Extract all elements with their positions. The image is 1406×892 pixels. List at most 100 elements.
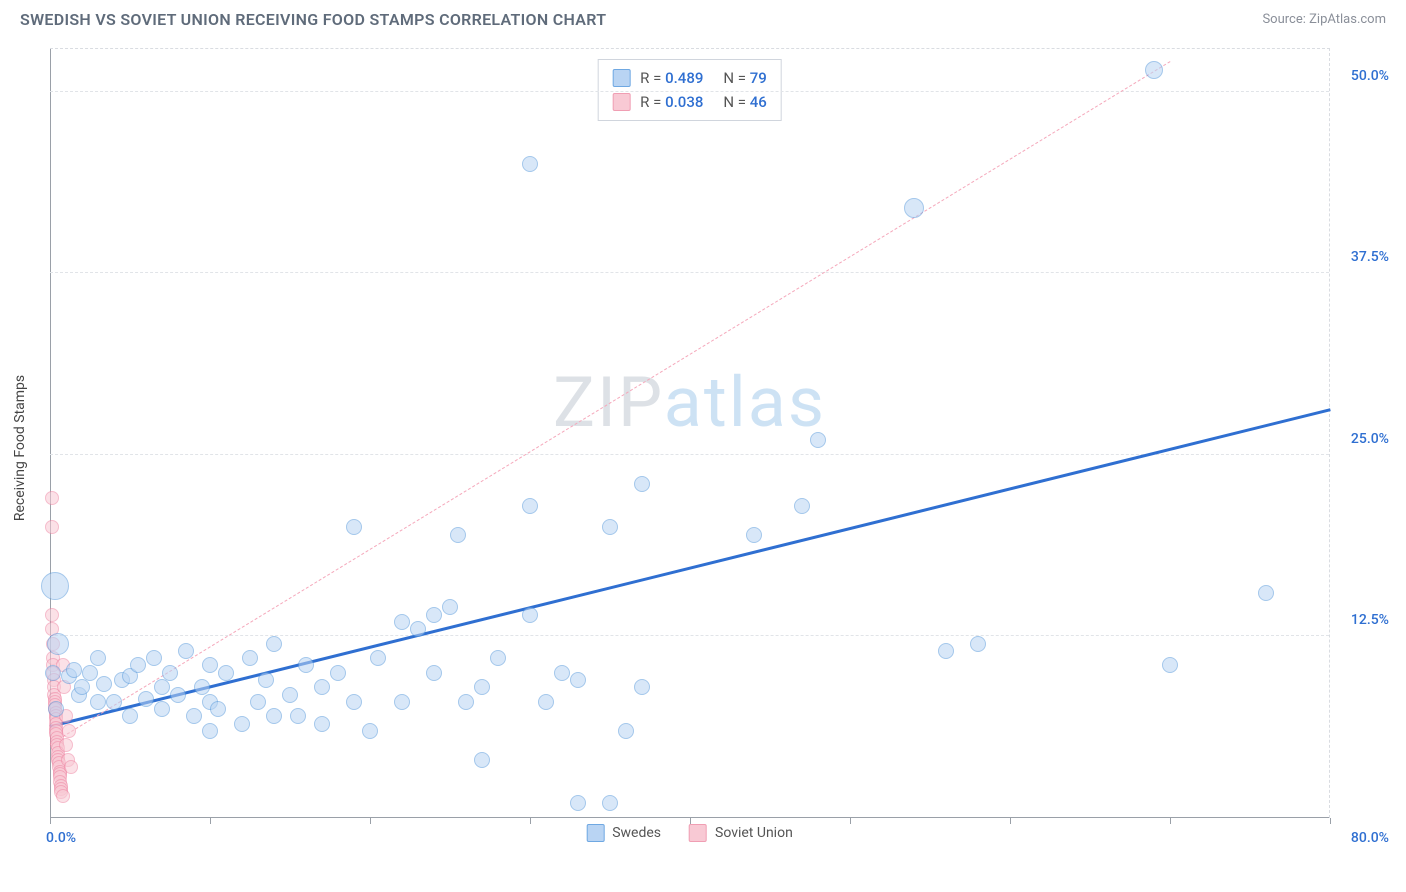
data-point-swedes: [41, 572, 69, 600]
data-point-swedes: [362, 723, 378, 739]
stat-n-label: N = 79: [723, 66, 766, 90]
data-point-swedes: [170, 687, 186, 703]
data-point-swedes: [314, 679, 330, 695]
y-tick-label: 50.0%: [1351, 68, 1389, 84]
data-point-swedes: [242, 650, 258, 666]
x-tick: [370, 818, 371, 824]
data-point-swedes: [570, 672, 586, 688]
data-point-soviet: [62, 724, 76, 738]
source-credit: Source: ZipAtlas.com: [1262, 12, 1386, 27]
data-point-swedes: [90, 694, 106, 710]
data-point-swedes: [938, 643, 954, 659]
data-point-swedes: [258, 672, 274, 688]
data-point-swedes: [154, 679, 170, 695]
data-point-swedes: [970, 636, 986, 652]
data-point-swedes: [48, 701, 64, 717]
y-tick-label: 25.0%: [1351, 431, 1389, 447]
data-point-swedes: [522, 498, 538, 514]
plot-area: ZIPatlas 0.0% 80.0% R = 0.489N = 79R = 0…: [50, 48, 1330, 818]
legend-item: Swedes: [586, 824, 661, 842]
data-point-swedes: [442, 599, 458, 615]
data-point-soviet: [64, 760, 78, 774]
data-point-swedes: [106, 694, 122, 710]
data-point-swedes: [66, 662, 82, 678]
data-point-swedes: [74, 679, 90, 695]
data-point-swedes: [458, 694, 474, 710]
data-point-swedes: [346, 519, 362, 535]
data-point-swedes: [474, 752, 490, 768]
data-point-swedes: [810, 432, 826, 448]
x-max-label: 80.0%: [1351, 830, 1389, 846]
data-point-swedes: [570, 795, 586, 811]
y-tick-label: 12.5%: [1351, 612, 1389, 628]
data-point-swedes: [138, 691, 154, 707]
chart-title: SWEDISH VS SOVIET UNION RECEIVING FOOD S…: [20, 10, 606, 29]
data-point-swedes: [282, 687, 298, 703]
data-point-swedes: [1258, 585, 1274, 601]
data-point-swedes: [314, 716, 330, 732]
source-name: ZipAtlas.com: [1309, 12, 1386, 27]
legend-label: Swedes: [612, 825, 661, 841]
stat-r-label: R = 0.489: [640, 66, 703, 90]
data-point-swedes: [47, 633, 69, 655]
stat-swatch-icon: [612, 69, 630, 87]
data-point-swedes: [210, 701, 226, 717]
data-point-swedes: [794, 498, 810, 514]
stat-row-swedes: R = 0.489 N = 79: [612, 66, 767, 90]
data-point-swedes: [410, 621, 426, 637]
trend-line-soviet: [50, 62, 1171, 746]
chart-header: SWEDISH VS SOVIET UNION RECEIVING FOOD S…: [0, 0, 1406, 33]
legend-label: Soviet Union: [715, 825, 793, 841]
data-point-swedes: [554, 665, 570, 681]
x-origin-label: 0.0%: [46, 830, 76, 846]
data-point-swedes: [298, 657, 314, 673]
data-point-swedes: [96, 676, 112, 692]
data-point-swedes: [146, 650, 162, 666]
stat-r-label: R = 0.038: [640, 90, 703, 114]
data-point-swedes: [82, 665, 98, 681]
data-point-swedes: [602, 519, 618, 535]
x-tick: [850, 818, 851, 824]
data-point-swedes: [194, 679, 210, 695]
data-point-swedes: [426, 665, 442, 681]
x-tick: [50, 818, 51, 824]
data-point-swedes: [290, 708, 306, 724]
data-point-swedes: [202, 723, 218, 739]
legend-item: Soviet Union: [689, 824, 793, 842]
data-point-swedes: [154, 701, 170, 717]
watermark: ZIPatlas: [553, 362, 826, 444]
y-axis-title: Receiving Food Stamps: [12, 375, 28, 521]
data-point-swedes: [426, 607, 442, 623]
data-point-soviet: [45, 520, 59, 534]
source-label: Source:: [1262, 12, 1305, 27]
data-point-swedes: [178, 643, 194, 659]
trend-line-swedes: [50, 408, 1331, 728]
chart-container: Receiving Food Stamps ZIPatlas 0.0% 80.0…: [50, 48, 1390, 848]
data-point-swedes: [202, 657, 218, 673]
data-point-swedes: [234, 716, 250, 732]
data-point-swedes: [1145, 61, 1163, 79]
x-tick: [1170, 818, 1171, 824]
data-point-swedes: [250, 694, 266, 710]
data-point-swedes: [130, 657, 146, 673]
data-point-swedes: [122, 708, 138, 724]
data-point-soviet: [45, 491, 59, 505]
data-point-swedes: [634, 476, 650, 492]
data-point-swedes: [162, 665, 178, 681]
data-point-swedes: [186, 708, 202, 724]
data-point-swedes: [266, 708, 282, 724]
data-point-swedes: [370, 650, 386, 666]
data-point-swedes: [746, 527, 762, 543]
data-point-swedes: [634, 679, 650, 695]
stat-row-soviet: R = 0.038 N = 46: [612, 90, 767, 114]
data-point-swedes: [538, 694, 554, 710]
data-point-swedes: [490, 650, 506, 666]
x-tick: [690, 818, 691, 824]
stat-n-label: N = 46: [723, 90, 766, 114]
data-point-swedes: [346, 694, 362, 710]
legend-swatch-icon: [689, 824, 707, 842]
data-point-swedes: [266, 636, 282, 652]
data-point-soviet: [56, 789, 70, 803]
y-tick-label: 37.5%: [1351, 249, 1389, 265]
data-point-swedes: [394, 694, 410, 710]
